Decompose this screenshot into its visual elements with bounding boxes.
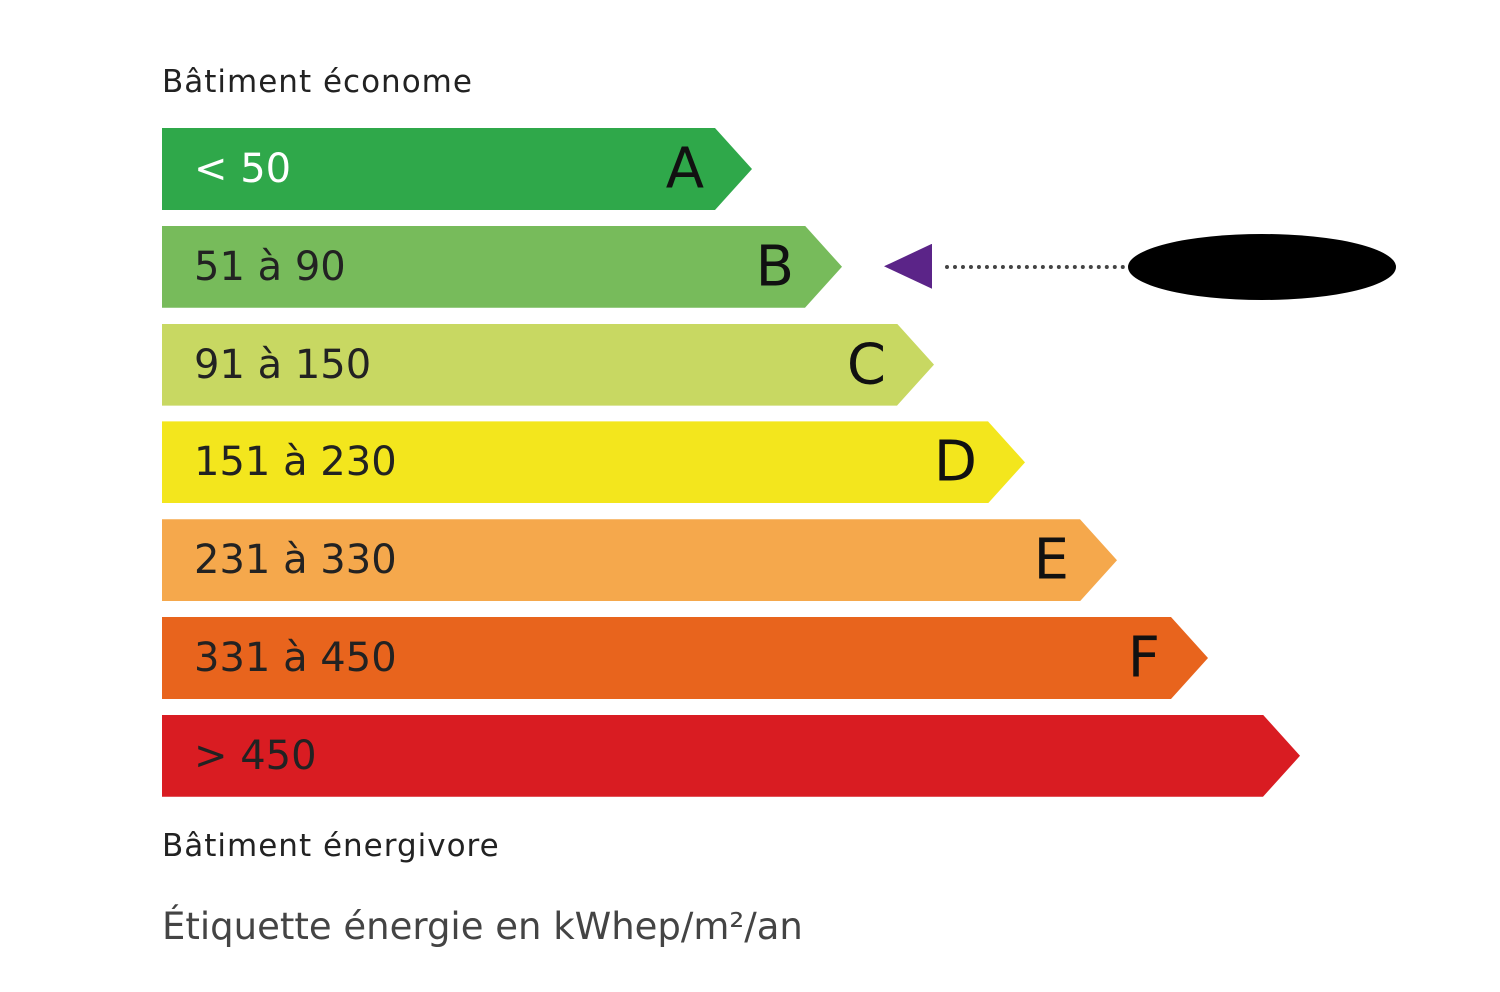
range-label: 331 à 450 [194,635,397,681]
class-letter: D [933,429,977,495]
range-label: 151 à 230 [194,439,397,486]
class-letter: B [755,234,794,300]
energy-bar-f: 331 à 450 F [162,617,1208,699]
dotted-leader-line [945,264,1125,269]
class-letter: E [1033,527,1069,593]
class-letter: A [665,136,704,202]
energy-bar-g: > 450 [162,715,1300,797]
redacted-value [1128,233,1396,300]
energy-bar-c: 91 à 150 C [162,324,934,406]
range-label: < 50 [194,146,292,192]
unit-caption: Étiquette énergie en kWhep/m²/an [162,905,803,948]
class-letter: F [1127,625,1160,691]
energy-bar-d: 151 à 230 D [162,421,1025,503]
bottom-label: Bâtiment énergivore [162,828,500,864]
current-class-arrow-icon [884,243,932,289]
energy-bar-a: < 50 A [162,128,752,210]
energy-bar-e: 231 à 330 E [162,519,1117,601]
top-label: Bâtiment économe [162,64,473,100]
range-label: 231 à 330 [194,537,397,584]
range-label: 91 à 150 [194,341,372,388]
range-label: > 450 [194,732,317,779]
energy-bar-b: 51 à 90 B [162,226,842,308]
range-label: 51 à 90 [194,243,346,290]
class-letter: C [846,332,886,398]
